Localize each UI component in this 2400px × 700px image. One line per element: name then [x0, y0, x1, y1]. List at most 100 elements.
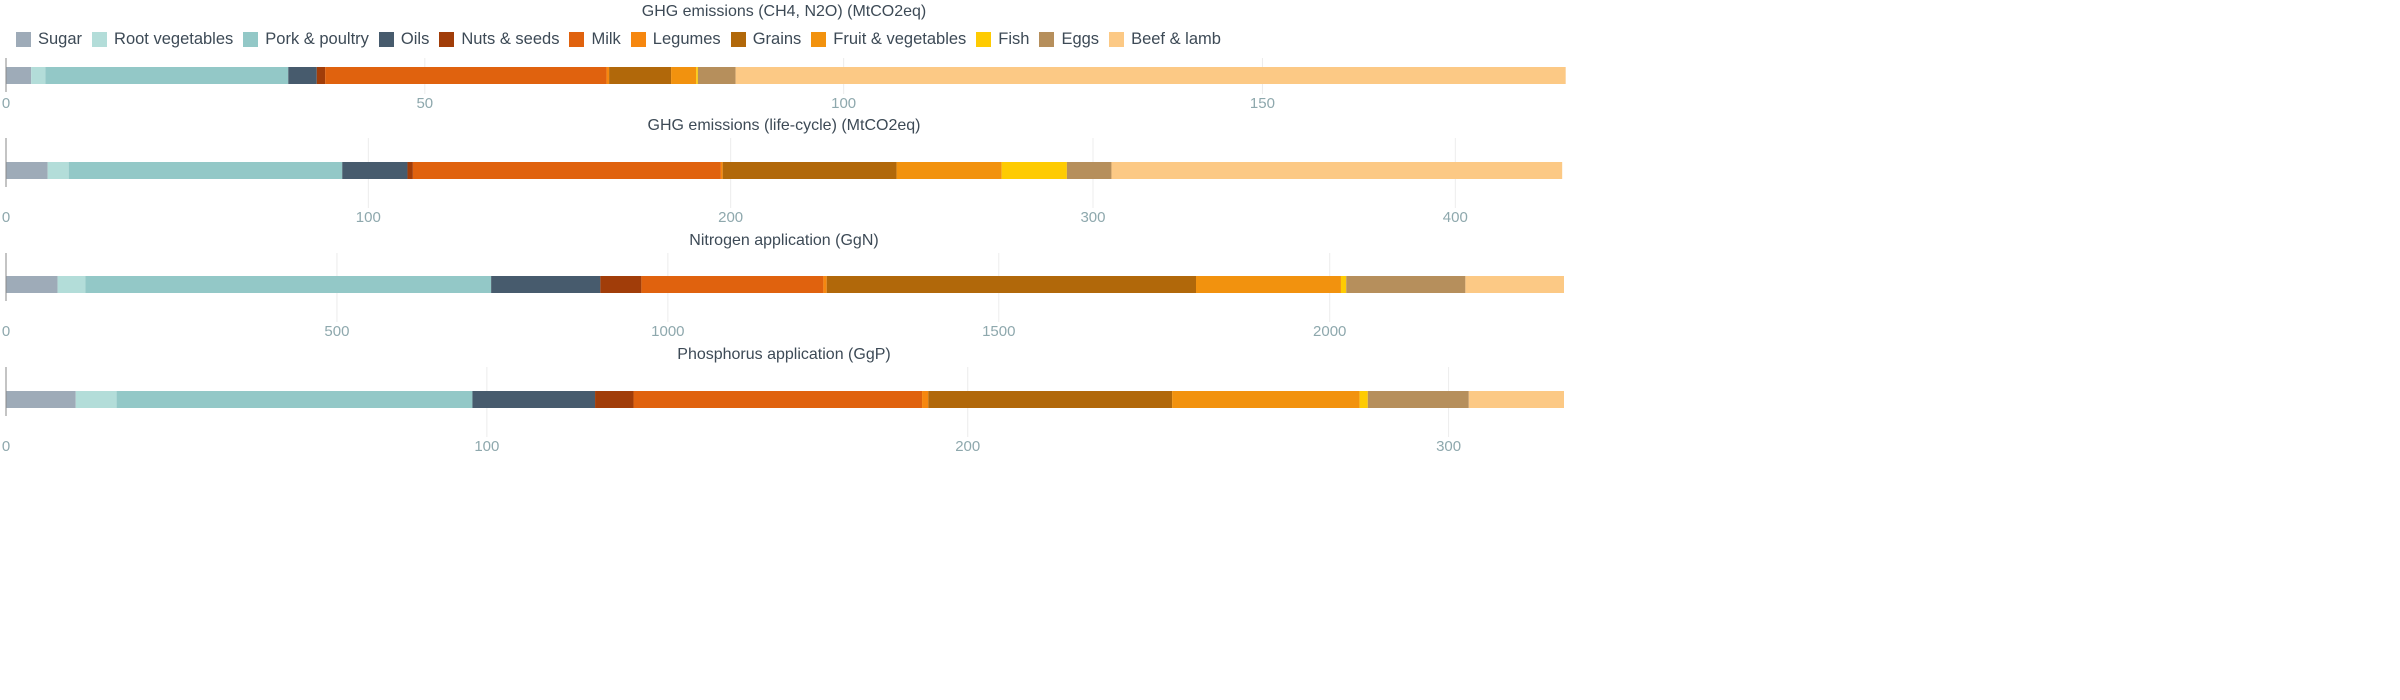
legend-label: Pork & poultry: [265, 29, 369, 48]
tick-label: 300: [1436, 438, 1461, 455]
bar-segment[interactable]: [407, 162, 413, 179]
bar-segment[interactable]: [288, 67, 317, 84]
bar-segment[interactable]: [671, 67, 697, 84]
bar-segment[interactable]: [1066, 162, 1112, 179]
bar-segment[interactable]: [472, 391, 596, 408]
legend-item[interactable]: Legumes: [630, 29, 721, 49]
bar-segment[interactable]: [826, 276, 1197, 293]
tick-label: 300: [1080, 209, 1105, 226]
legend-item[interactable]: Fish: [976, 30, 1029, 49]
tick-label: 1000: [651, 323, 684, 340]
tick-label: 0: [2, 438, 10, 455]
panel-title: Nitrogen application (GgN): [689, 232, 878, 249]
bar-segment[interactable]: [922, 391, 929, 408]
legend-swatch: [378, 31, 394, 47]
legend-item[interactable]: Nuts & seeds: [439, 30, 559, 49]
legend-label: Grains: [752, 29, 802, 48]
bar-segment[interactable]: [116, 391, 473, 408]
legend-item[interactable]: Pork & poultry: [243, 30, 369, 49]
legend-item[interactable]: Beef & lamb: [1109, 30, 1221, 49]
bar-segment[interactable]: [325, 67, 607, 84]
bar-segment[interactable]: [45, 67, 289, 84]
tick-label: 2000: [1313, 323, 1346, 340]
bar-segment[interactable]: [1172, 391, 1360, 408]
bar-segment[interactable]: [31, 67, 46, 84]
bar-segment[interactable]: [6, 276, 58, 293]
tick-label: 100: [831, 95, 856, 112]
bar-segment[interactable]: [6, 162, 48, 179]
bar-segment[interactable]: [720, 162, 723, 179]
bar-segment[interactable]: [641, 276, 824, 293]
legend-swatch: [92, 31, 108, 47]
legend-label: Beef & lamb: [1131, 29, 1221, 48]
legend-item[interactable]: Sugar: [16, 30, 82, 49]
bar-segment[interactable]: [1346, 276, 1466, 293]
bar-segment[interactable]: [696, 67, 698, 84]
tick-label: 0: [2, 209, 10, 226]
bar-segment[interactable]: [1359, 391, 1368, 408]
bar-segment[interactable]: [633, 391, 923, 408]
bar-segment[interactable]: [606, 67, 610, 84]
legend-item[interactable]: Eggs: [1039, 30, 1099, 49]
panel-title: GHG emissions (life-cycle) (MtCO2eq): [648, 117, 921, 134]
legend-label: Oils: [400, 29, 430, 48]
legend-label: Legumes: [652, 29, 721, 48]
legend-swatch: [730, 31, 746, 47]
bar-segment[interactable]: [609, 67, 672, 84]
legend-swatch: [439, 31, 455, 47]
legend: Sugar Root vegetables Pork & poultry Oils Nu…: [0, 29, 1568, 49]
legend-item[interactable]: Root vegetables: [92, 30, 233, 49]
bar-segment[interactable]: [1465, 276, 1564, 293]
legend-label: Nuts & seeds: [461, 29, 560, 48]
legend-swatch: [811, 31, 827, 47]
chart: GHG emissions (CH4, N2O) (MtCO2eq) 0 50 100…: [2, 3, 1566, 455]
bar-segment[interactable]: [57, 276, 86, 293]
legend-swatch: [1039, 31, 1055, 47]
bar-segment[interactable]: [1111, 162, 1563, 179]
bar-segment[interactable]: [722, 162, 897, 179]
bar-segment[interactable]: [600, 276, 642, 293]
legend-item[interactable]: Oils: [378, 29, 430, 49]
tick-label: 50: [416, 95, 433, 112]
legend-swatch: [976, 31, 992, 47]
bar-segment[interactable]: [6, 67, 32, 84]
legend-swatch: [630, 31, 646, 47]
bar-segment[interactable]: [75, 391, 117, 408]
bar-segment[interactable]: [85, 276, 492, 293]
tick-label: 0: [2, 95, 10, 112]
bar-segment[interactable]: [316, 67, 326, 84]
legend-item[interactable]: Fruit & vegetables: [811, 30, 966, 49]
legend-label: Fruit & vegetables: [833, 29, 967, 48]
bar-segment[interactable]: [491, 276, 601, 293]
legend-swatch: [243, 31, 259, 47]
bar-segment[interactable]: [1340, 276, 1347, 293]
bar-segment[interactable]: [1468, 391, 1564, 408]
legend-item[interactable]: Grains: [730, 29, 802, 49]
tick-label: 400: [1443, 209, 1468, 226]
tick-label: 200: [718, 209, 743, 226]
bar-segment[interactable]: [697, 67, 736, 84]
legend-label: Eggs: [1061, 29, 1100, 48]
bar-segment[interactable]: [342, 162, 408, 179]
bar-segment[interactable]: [1367, 391, 1469, 408]
bar-segment[interactable]: [1196, 276, 1341, 293]
bar-segment[interactable]: [823, 276, 827, 293]
bar-segment[interactable]: [47, 162, 69, 179]
legend-label: Sugar: [38, 29, 83, 48]
bar-segment[interactable]: [412, 162, 721, 179]
legend-label: Root vegetables: [114, 29, 234, 48]
bar-segment[interactable]: [896, 162, 1002, 179]
bar-segment[interactable]: [1001, 162, 1067, 179]
tick-label: 500: [324, 323, 349, 340]
panel-title: GHG emissions (CH4, N2O) (MtCO2eq): [642, 3, 927, 20]
panel-title: Phosphorus application (GgP): [677, 346, 890, 363]
legend-label: Milk: [591, 29, 621, 48]
bar-segment[interactable]: [595, 391, 634, 408]
legend-item[interactable]: Milk: [569, 29, 621, 49]
bar-segment[interactable]: [735, 67, 1566, 84]
bar-segment[interactable]: [68, 162, 343, 179]
bar-segment[interactable]: [6, 391, 76, 408]
legend-swatch: [16, 31, 31, 47]
legend-swatch: [1109, 31, 1125, 47]
bar-segment[interactable]: [928, 391, 1173, 408]
